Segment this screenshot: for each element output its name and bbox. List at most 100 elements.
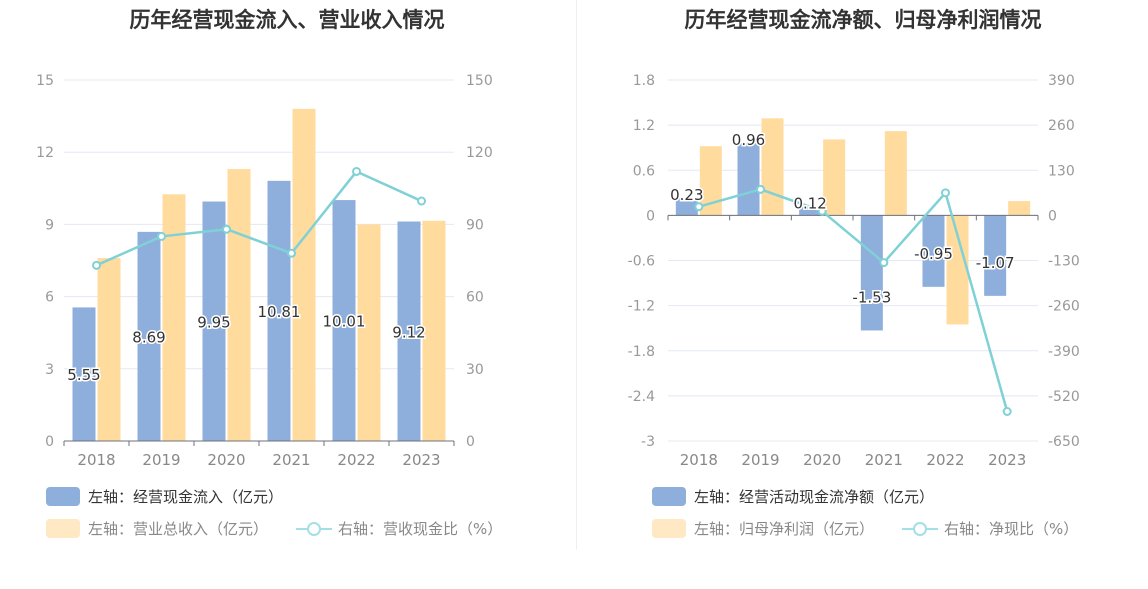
bar-orange xyxy=(162,194,186,441)
bar-data-label: 9.95 xyxy=(197,313,230,331)
y-axis-left-tick-label: -1.8 xyxy=(628,344,655,360)
bar-data-label: 0.23 xyxy=(670,186,703,204)
bar-orange xyxy=(292,108,316,441)
ratio-point xyxy=(157,231,166,241)
legend-swatch-blue xyxy=(46,487,80,506)
y-axis-left-tick-label: 6 xyxy=(45,290,54,306)
ratio-point xyxy=(941,188,950,198)
y-axis-left-tick-label: 0 xyxy=(45,434,54,450)
bar-orange xyxy=(1008,201,1031,216)
y-axis-right-tick-label: -650 xyxy=(1048,434,1080,450)
legend-item-net-cash-ratio[interactable]: 右轴：净现比（%） xyxy=(902,518,1078,539)
y-axis-right-tick-label: 260 xyxy=(1048,118,1075,134)
bar-blue xyxy=(202,201,226,441)
ratio-point xyxy=(222,224,231,234)
legend-item-cash-inflow[interactable]: 左轴：经营现金流入（亿元） xyxy=(46,486,283,507)
y-axis-left-tick-label: -2.4 xyxy=(628,389,655,405)
bar-blue xyxy=(737,143,760,216)
legend-item-net-cashflow[interactable]: 左轴：经营活动现金流净额（亿元） xyxy=(652,486,934,507)
ratio-point xyxy=(287,248,296,258)
y-axis-left-tick-label: 15 xyxy=(36,73,54,89)
x-axis-tick-label: 2020 xyxy=(207,451,245,469)
legend-item-net-profit[interactable]: 左轴：归母净利润（亿元） xyxy=(652,518,874,539)
legend-swatch-blue xyxy=(652,487,686,506)
bar-orange xyxy=(357,224,381,441)
ratio-point xyxy=(879,258,889,268)
legend-line-marker-icon xyxy=(902,519,938,538)
chart-cash-inflow-revenue: 0 0 3 30 6 60 9 90 12 120 15 150 2018 2019 2020 2021 202… xyxy=(36,73,493,469)
legend-swatch-orange xyxy=(46,519,80,538)
bar-data-label: 9.12 xyxy=(392,323,425,341)
y-axis-left-tick-label: 1.8 xyxy=(633,73,655,89)
bar-orange xyxy=(946,215,969,325)
bar-blue xyxy=(799,206,822,216)
panel-divider xyxy=(576,0,577,550)
chart-title: 历年经营现金流净额、归母净利润情况 xyxy=(684,8,1042,32)
x-axis-tick-label: 2020 xyxy=(803,451,841,469)
x-axis-tick-label: 2018 xyxy=(77,451,115,469)
chart-panel-net-cashflow-profit: 历年经营现金流净额、归母净利润情况 -3 -650 -2.4 -520 -1.8 -390… xyxy=(578,0,1148,589)
legend-item-revenue-cash-ratio[interactable]: 右轴：营收现金比（%） xyxy=(296,518,502,539)
y-axis-right-tick-label: -390 xyxy=(1048,344,1080,360)
bar-blue xyxy=(397,221,421,441)
x-axis-tick-label: 2023 xyxy=(988,451,1026,469)
y-axis-right-tick-label: 0 xyxy=(1048,208,1057,224)
legend-label: 左轴：经营活动现金流净额（亿元） xyxy=(694,488,935,506)
ratio-line xyxy=(95,170,423,267)
chart-title: 历年经营现金流入、营业收入情况 xyxy=(129,8,445,32)
bar-orange xyxy=(823,139,846,216)
bar-blue xyxy=(137,231,161,441)
y-axis-left-tick-label: 0 xyxy=(646,208,655,224)
bar-orange xyxy=(97,258,121,441)
legend-label: 右轴：净现比（%） xyxy=(944,520,1079,538)
legend-label: 左轴：归母净利润（亿元） xyxy=(694,520,875,538)
bar-data-label: 10.81 xyxy=(258,303,301,321)
x-axis-tick-label: 2019 xyxy=(741,451,779,469)
y-axis-right-tick-label: 130 xyxy=(1048,163,1075,179)
x-axis-tick-label: 2023 xyxy=(402,451,440,469)
ratio-point xyxy=(694,202,704,212)
bar-blue xyxy=(332,200,356,441)
y-axis-right-tick-label: 90 xyxy=(466,217,484,233)
y-axis-left-tick-label: -3 xyxy=(641,434,655,450)
ratio-point xyxy=(417,196,426,206)
legend-swatch-orange xyxy=(652,519,686,538)
legend-label: 左轴：经营现金流入（亿元） xyxy=(88,488,284,506)
legend-label: 左轴：营业总收入（亿元） xyxy=(88,520,269,538)
ratio-point xyxy=(756,184,765,194)
x-axis-tick-label: 2019 xyxy=(142,451,180,469)
y-axis-left-tick-label: 3 xyxy=(45,362,54,378)
legend-item-revenue[interactable]: 左轴：营业总收入（亿元） xyxy=(46,518,268,539)
bar-data-label: -1.07 xyxy=(976,254,1015,272)
bar-data-label: 5.55 xyxy=(67,366,100,384)
y-axis-left-tick-label: -0.6 xyxy=(628,254,655,270)
y-axis-left-tick-label: 1.2 xyxy=(633,118,655,134)
bar-orange xyxy=(699,146,722,216)
y-axis-right-tick-label: 390 xyxy=(1048,73,1075,89)
y-axis-right-tick-label: 30 xyxy=(466,362,484,378)
y-axis-right-tick-label: 60 xyxy=(466,290,484,306)
bar-data-label: -1.53 xyxy=(852,288,891,306)
x-axis-tick-label: 2022 xyxy=(337,451,375,469)
x-axis-tick-label: 2021 xyxy=(865,451,903,469)
legend-line-marker-icon xyxy=(296,519,332,538)
bar-data-label: -0.95 xyxy=(914,245,953,263)
x-axis-tick-label: 2018 xyxy=(680,451,718,469)
bar-data-label: 0.12 xyxy=(793,194,826,212)
y-axis-left-tick-label: 0.6 xyxy=(633,163,655,179)
y-axis-right-tick-label: -260 xyxy=(1048,299,1080,315)
x-axis-tick-label: 2022 xyxy=(926,451,964,469)
y-axis-right-tick-label: -520 xyxy=(1048,389,1080,405)
x-axis-tick-label: 2021 xyxy=(272,451,310,469)
bar-blue xyxy=(72,307,96,441)
bar-data-label: 8.69 xyxy=(132,328,165,346)
ratio-point xyxy=(1002,406,1012,416)
ratio-point xyxy=(817,206,827,216)
legend-label: 右轴：营收现金比（%） xyxy=(338,520,503,538)
y-axis-right-tick-label: -130 xyxy=(1048,254,1080,270)
bar-data-label: 10.01 xyxy=(323,313,366,331)
bar-orange xyxy=(422,220,446,441)
y-axis-left-tick-label: 12 xyxy=(36,145,54,161)
y-axis-right-tick-label: 0 xyxy=(466,434,475,450)
bar-orange xyxy=(884,131,907,216)
